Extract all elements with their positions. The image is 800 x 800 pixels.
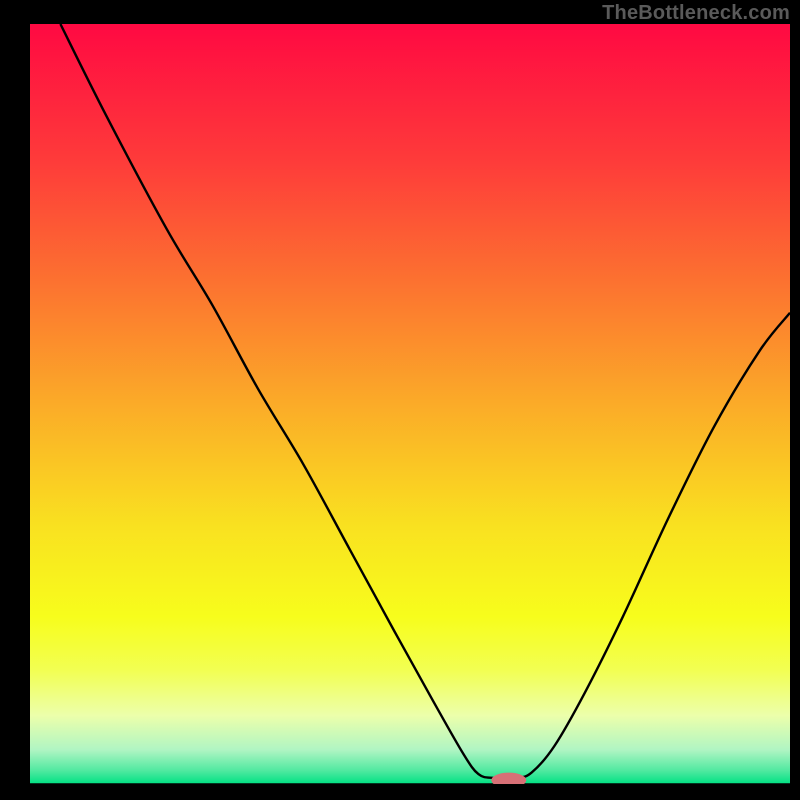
bottleneck-curve-chart	[30, 24, 790, 784]
gradient-background	[30, 24, 790, 784]
watermark-label: TheBottleneck.com	[602, 2, 790, 25]
chart-container: TheBottleneck.com	[0, 0, 800, 800]
plot-area	[30, 24, 790, 784]
